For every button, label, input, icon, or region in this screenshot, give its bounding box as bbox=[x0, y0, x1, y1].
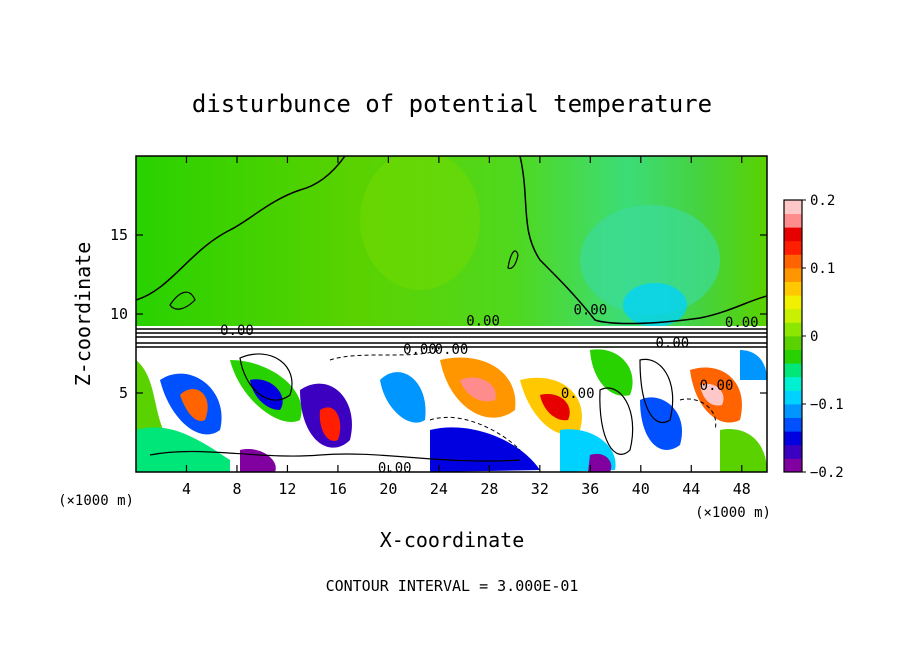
x-tick-label: 32 bbox=[531, 480, 549, 498]
cool-anomaly-region bbox=[580, 205, 720, 315]
z-axis-ticks: 5 10 15 bbox=[110, 226, 767, 402]
plot-field: 0.000.000.000.000.00 0.000.000.000.000.00 bbox=[136, 156, 767, 476]
warm-band-region bbox=[360, 156, 480, 290]
contour-label: 0.00 bbox=[561, 386, 595, 402]
colorbar-tick-label: 0.1 bbox=[810, 261, 835, 277]
colorbar-swatch bbox=[784, 417, 802, 432]
colorbar-swatch bbox=[784, 390, 802, 405]
x-tick-label: 48 bbox=[733, 480, 751, 498]
turbulent-blobs bbox=[136, 349, 767, 472]
x-tick-label: 16 bbox=[329, 480, 347, 498]
contour-label: 0.00 bbox=[435, 342, 469, 358]
boundary-band bbox=[136, 326, 767, 350]
colorbar-swatch bbox=[784, 308, 802, 323]
colorbar-swatch bbox=[784, 444, 802, 459]
z-tick-label: 15 bbox=[110, 226, 128, 244]
contour-label: 0.00 bbox=[466, 313, 500, 329]
colorbar-swatch bbox=[784, 227, 802, 242]
contour-label: 0.00 bbox=[573, 302, 607, 318]
colorbar-swatch bbox=[784, 363, 802, 378]
contour-label: 0.00 bbox=[655, 335, 689, 351]
colorbar-swatch bbox=[784, 431, 802, 446]
boundary-lines bbox=[136, 328, 767, 348]
colorbar-swatch bbox=[784, 213, 802, 228]
x-tick-label: 28 bbox=[480, 480, 498, 498]
chart-title: disturbunce of potential temperature bbox=[192, 90, 712, 118]
colorbar-swatch bbox=[784, 404, 802, 418]
colorbar-swatch bbox=[784, 200, 802, 214]
contour-label: 0.00 bbox=[725, 315, 759, 331]
colorbar-ticks: 0.2 0.1 0 −0.1 −0.2 bbox=[802, 193, 844, 481]
z-axis-label: Z-coordinate bbox=[71, 242, 95, 387]
contour-label: 0.00 bbox=[700, 378, 734, 394]
colorbar-swatch bbox=[784, 322, 802, 337]
contour-labels: 0.000.000.000.000.00 0.000.000.000.000.00 bbox=[220, 302, 759, 476]
colorbar-tick-label: 0 bbox=[810, 329, 818, 345]
x-axis-label: X-coordinate bbox=[380, 528, 525, 552]
x-tick-label: 44 bbox=[682, 480, 700, 498]
contour-label: 0.00 bbox=[220, 323, 254, 339]
colorbar-tick-label: 0.2 bbox=[810, 193, 835, 209]
z-tick-label: 5 bbox=[119, 384, 128, 402]
contour-label: 0.00 bbox=[378, 460, 412, 476]
contour-interval-note: CONTOUR INTERVAL = 3.000E-01 bbox=[326, 577, 579, 595]
contour-lines bbox=[136, 156, 767, 462]
colorbar-swatch bbox=[784, 268, 802, 282]
contour-label: 0.00 bbox=[403, 342, 437, 358]
colorbar-swatch bbox=[784, 240, 802, 255]
x-unit-right: (×1000 m) bbox=[695, 505, 771, 521]
x-tick-label: 40 bbox=[632, 480, 650, 498]
x-tick-label: 4 bbox=[182, 480, 191, 498]
x-tick-label: 8 bbox=[232, 480, 241, 498]
x-axis-ticks: 4 8 12 16 20 24 28 32 36 40 44 48 bbox=[182, 156, 751, 498]
z-tick-label: 10 bbox=[110, 305, 128, 323]
colorbar-swatch bbox=[784, 376, 802, 391]
x-tick-label: 20 bbox=[379, 480, 397, 498]
x-tick-label: 36 bbox=[581, 480, 599, 498]
colorbar-swatch bbox=[784, 458, 802, 473]
x-tick-label: 12 bbox=[278, 480, 296, 498]
x-tick-label: 24 bbox=[430, 480, 448, 498]
colorbar-swatch bbox=[784, 295, 802, 310]
colorbar-swatch bbox=[784, 349, 802, 364]
colorbar bbox=[784, 200, 802, 473]
colorbar-tick-label: −0.1 bbox=[810, 397, 844, 413]
colorbar-tick-label: −0.2 bbox=[810, 465, 844, 481]
colorbar-swatch bbox=[784, 254, 802, 269]
colorbar-swatch bbox=[784, 281, 802, 296]
colorbar-swatch bbox=[784, 336, 802, 350]
cool-anomaly-core bbox=[623, 283, 687, 327]
x-unit-left: (×1000 m) bbox=[58, 493, 134, 509]
